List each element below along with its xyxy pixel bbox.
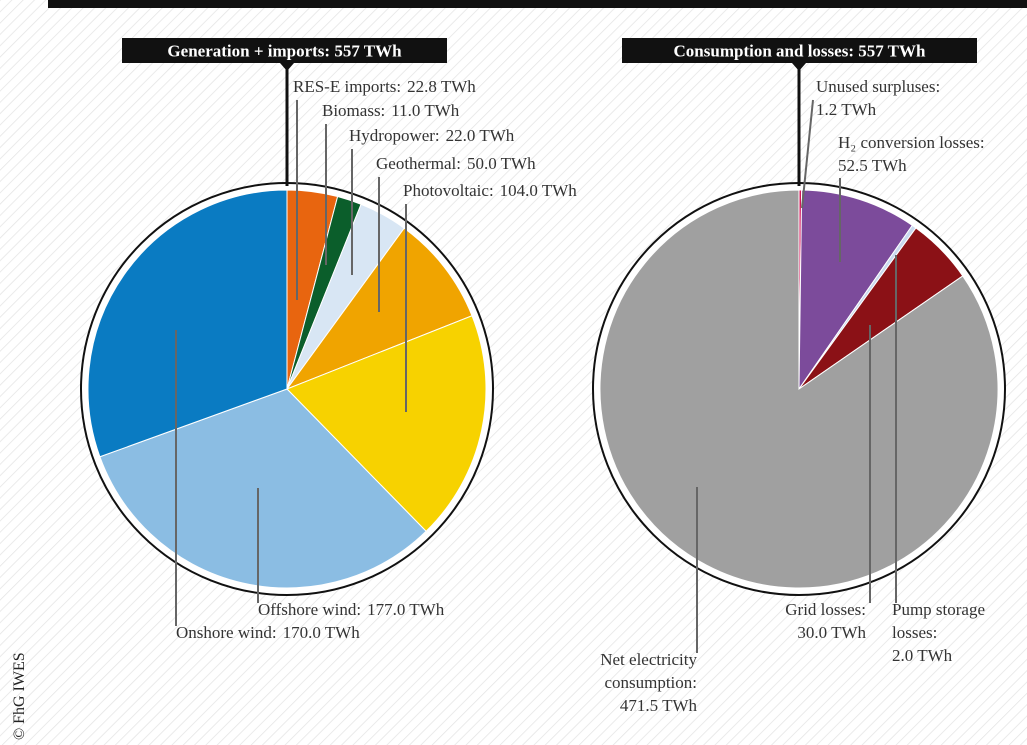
pie-slice [798, 189, 913, 391]
category-label: Unused surpluses: [816, 77, 940, 96]
value-label: 22.8 TWh [407, 77, 476, 96]
category-label: Pump storage losses: [892, 600, 985, 642]
category-label: Geothermal: [376, 154, 461, 173]
leader-line [801, 99, 814, 209]
value-label: 177.0 TWh [367, 600, 445, 619]
category-label: Onshore wind: [176, 623, 277, 642]
category-label: Offshore wind: [258, 600, 361, 619]
value-label: 104.0 TWh [500, 181, 578, 200]
category-label: Biomass: [322, 101, 385, 120]
value-label: 170.0 TWh [283, 623, 361, 642]
value-label: 471.5 TWh [620, 696, 698, 715]
slice-label: Geothermal: 50.0 TWh [376, 154, 536, 173]
value-label: 22.0 TWh [446, 126, 515, 145]
slice-label: Biomass: 11.0 TWh [322, 101, 460, 120]
pie-slice [599, 189, 999, 589]
category-label: Grid losses: [785, 600, 866, 619]
category-label: Photovoltaic: [403, 181, 494, 200]
title-pointer [792, 63, 806, 71]
top-bar [48, 0, 1027, 8]
category-label: RES-E imports: [293, 77, 401, 96]
title-box [622, 38, 977, 63]
value-label: 1.2 TWh [816, 100, 877, 119]
slice-label: Onshore wind: 170.0 TWh [176, 623, 360, 642]
value-label: 2.0 TWh [892, 646, 953, 665]
pie-slice [286, 315, 487, 533]
title-pointer [280, 63, 294, 71]
value-label: 52.5 TWh [838, 156, 907, 175]
slice-label: RES-E imports: 22.8 TWh [293, 77, 476, 96]
value-label: 11.0 TWh [391, 101, 459, 120]
category-label: Hydropower: [349, 126, 440, 145]
category-label: H₂ conversion losses: [838, 133, 985, 152]
slice-label: Offshore wind: 177.0 TWh [258, 600, 445, 619]
value-label: 50.0 TWh [467, 154, 536, 173]
slice-label: Hydropower: 22.0 TWh [349, 126, 515, 145]
slice-label: Photovoltaic: 104.0 TWh [403, 181, 577, 200]
pie-slice [99, 388, 427, 589]
chart-title: Generation + imports: 557 TWh [167, 42, 402, 61]
credit: © FhG IWES [11, 652, 28, 740]
pie-slice [87, 189, 288, 458]
chart-title: Consumption and losses: 557 TWh [674, 42, 926, 61]
category-label: Net electricity consumption: [600, 650, 697, 692]
value-label: 30.0 TWh [797, 623, 866, 642]
title-box [122, 38, 447, 63]
